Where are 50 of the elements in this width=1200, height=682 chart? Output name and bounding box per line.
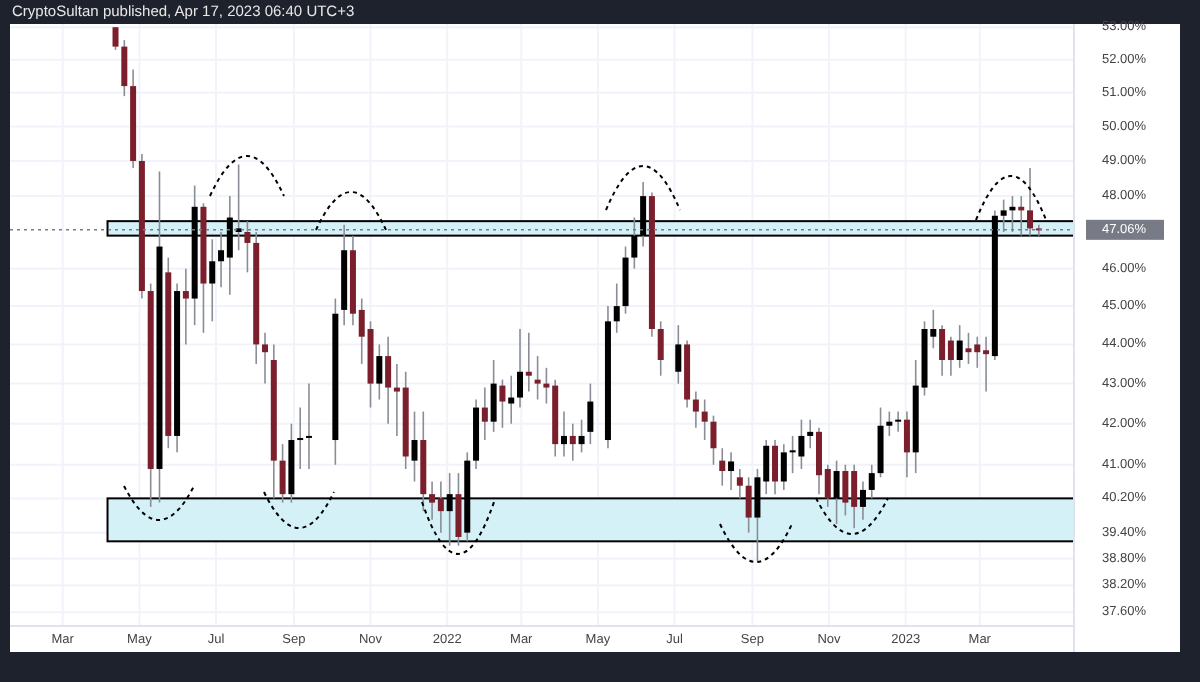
candlestick	[710, 414, 717, 466]
candlestick	[279, 443, 286, 504]
candlestick	[728, 451, 735, 491]
candlestick	[244, 220, 251, 274]
candlestick	[182, 267, 189, 346]
candlestick	[701, 398, 708, 441]
candlestick	[385, 335, 392, 425]
candlestick	[297, 406, 304, 470]
candlestick	[956, 324, 963, 369]
candlestick	[437, 480, 444, 534]
candlestick	[578, 418, 585, 454]
candlestick	[675, 324, 682, 385]
candlestick	[569, 422, 576, 462]
candlestick	[877, 406, 884, 479]
candlestick	[376, 343, 383, 401]
candlestick	[692, 390, 699, 429]
candlestick	[534, 355, 541, 401]
candlestick	[112, 26, 119, 51]
candlestick	[886, 410, 893, 437]
candlestick	[939, 324, 946, 377]
candlestick	[657, 320, 664, 377]
candlestick	[798, 418, 805, 470]
candlestick	[429, 480, 436, 521]
candlestick	[903, 410, 910, 479]
candlestick	[455, 472, 462, 547]
candlestick	[613, 282, 620, 334]
candlestick	[842, 463, 849, 517]
candlestick	[947, 335, 954, 377]
candlestick	[481, 386, 488, 441]
candlestick	[807, 418, 814, 450]
candlestick	[262, 332, 269, 385]
candlestick	[736, 468, 743, 500]
candlestick	[587, 382, 594, 445]
candlestick	[508, 374, 515, 425]
candlestick	[517, 328, 524, 409]
candlestick	[719, 447, 726, 487]
candlestick	[772, 439, 779, 495]
candlestick	[780, 443, 787, 491]
candlestick	[1027, 167, 1034, 237]
candlestick	[965, 332, 972, 365]
candlestick	[895, 410, 902, 433]
candlestick	[745, 476, 752, 534]
candlestick	[490, 359, 497, 433]
candlestick	[560, 410, 567, 458]
candlestick	[121, 39, 128, 97]
candlestick	[525, 332, 532, 393]
candlestick	[305, 382, 312, 470]
candlestick	[789, 435, 796, 474]
candlestick	[411, 410, 418, 483]
candlestick	[499, 378, 506, 429]
